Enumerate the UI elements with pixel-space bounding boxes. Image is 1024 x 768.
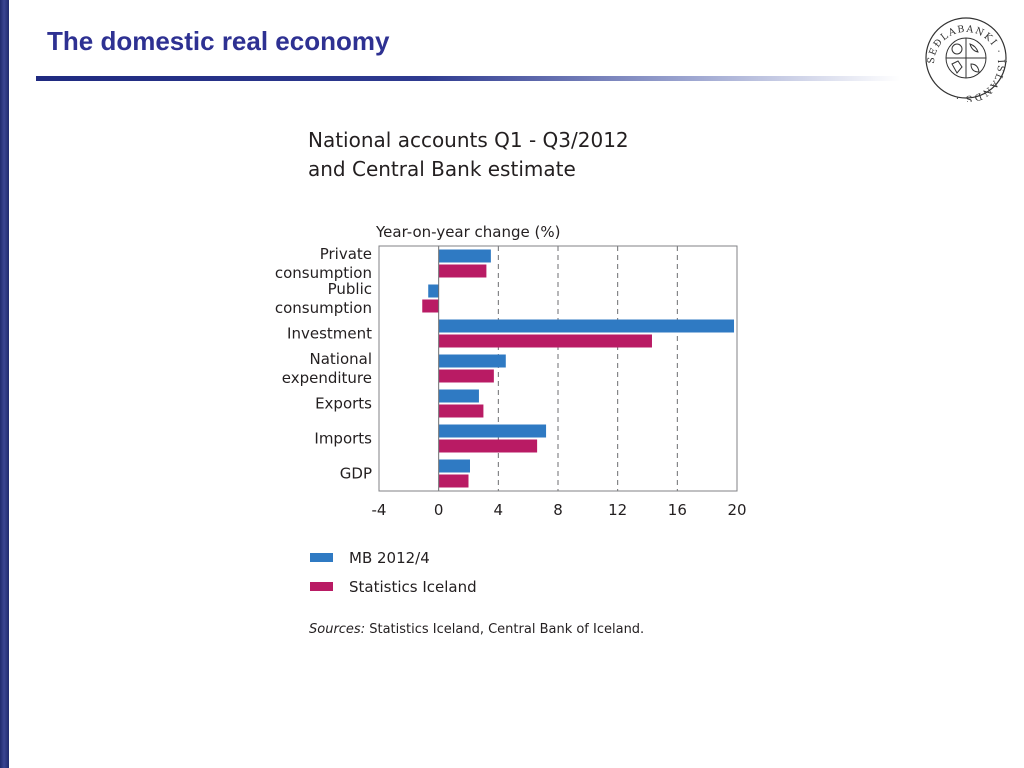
- legend-swatch-statistics-iceland: [310, 582, 333, 591]
- x-tick-label-0: 0: [434, 501, 444, 519]
- category-label-gdp: GDP: [340, 465, 372, 483]
- bar-national-expenditure-series-2: [438, 369, 494, 383]
- bar-private-consumption-series-2: [438, 264, 487, 278]
- legend-item-mb: MB 2012/4: [310, 543, 477, 572]
- chart-title-line-2: and Central Bank estimate: [308, 157, 576, 181]
- legend-item-statistics-iceland: Statistics Iceland: [310, 572, 477, 601]
- bar-gdp-series-2: [438, 474, 469, 488]
- left-accent-bar: [0, 0, 9, 768]
- bar-investment-series-1: [438, 319, 735, 333]
- category-label-national-expenditure: National expenditure: [282, 350, 372, 387]
- x-tick-label-4: 4: [494, 501, 504, 519]
- bar-public-consumption-series-2: [422, 299, 439, 313]
- legend-label-statistics-iceland: Statistics Iceland: [349, 577, 477, 596]
- bar-exports-series-2: [438, 404, 484, 418]
- bar-chart: Year-on-year change (%)Private consumptio…: [275, 223, 747, 519]
- bar-gdp-series-1: [438, 459, 470, 473]
- x-axis-title: Year-on-year change (%): [375, 223, 560, 241]
- category-label-investment: Investment: [287, 325, 372, 343]
- x-tick-label-12: 12: [608, 501, 627, 519]
- bar-private-consumption-series-1: [438, 249, 491, 263]
- central-bank-of-iceland-seal-icon: SEÐLABANKI · ÍSLANDS ·: [925, 17, 1007, 102]
- bar-exports-series-1: [438, 389, 479, 403]
- bar-investment-series-2: [438, 334, 652, 348]
- sources-label: Sources:: [309, 622, 366, 637]
- bar-public-consumption-series-1: [428, 284, 439, 298]
- category-label-imports: Imports: [314, 430, 372, 448]
- chart-title-line-1: National accounts Q1 - Q3/2012: [308, 128, 629, 152]
- slide-title: The domestic real economy: [47, 26, 390, 56]
- x-tick-label--4: -4: [372, 501, 387, 519]
- chart-legend: MB 2012/4 Statistics Iceland: [310, 543, 477, 601]
- category-label-exports: Exports: [315, 395, 372, 413]
- title-underline: [36, 76, 900, 81]
- bar-imports-series-2: [438, 439, 538, 453]
- sources-note: Sources: Statistics Iceland, Central Ban…: [309, 622, 644, 637]
- x-tick-label-20: 20: [727, 501, 746, 519]
- bar-national-expenditure-series-1: [438, 354, 506, 368]
- x-tick-label-16: 16: [668, 501, 687, 519]
- x-tick-label-8: 8: [553, 501, 563, 519]
- sources-text: Statistics Iceland, Central Bank of Icel…: [365, 622, 645, 637]
- chart-title: National accounts Q1 - Q3/2012 and Centr…: [308, 126, 629, 184]
- plot-frame: [378, 245, 738, 492]
- bar-imports-series-1: [438, 424, 547, 438]
- legend-swatch-mb: [310, 553, 333, 562]
- category-label-public-consumption: Public consumption: [275, 280, 372, 317]
- legend-label-mb: MB 2012/4: [349, 548, 430, 567]
- category-label-private-consumption: Private consumption: [275, 245, 372, 282]
